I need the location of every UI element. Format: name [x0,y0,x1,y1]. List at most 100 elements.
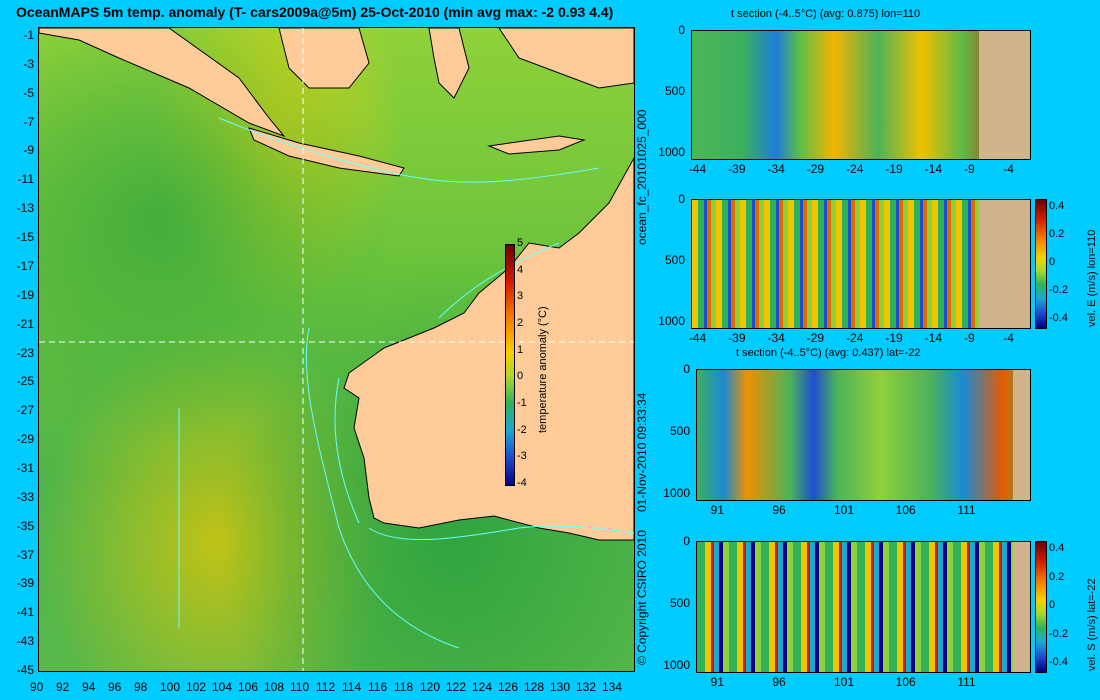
land-australia [343,156,634,541]
land-java [248,127,405,177]
section-colorbar-tick: 0 [1049,599,1056,611]
section-depth-tick: 1000 [663,485,690,500]
section-depth-tick: 500 [669,423,690,438]
section-colorbar-tick: -0.4 [1049,312,1068,324]
map-colorbar-tick: 4 [517,263,524,276]
section-colorbar-tick: 0.2 [1049,228,1065,240]
longitude-tick-label: 116 [368,680,388,694]
land-eastern-islands [498,28,634,89]
section-x-tick: -14 [924,162,943,176]
longitude-tick-label: 94 [82,680,96,694]
longitude-tick-label: 134 [602,680,623,694]
section-depth-tick: 0 [678,192,685,206]
latitude-tick-label: -3 [23,56,34,71]
latitude-tick-label: -31 [16,460,34,475]
section-panel [696,541,1031,673]
longitude-tick-label: 104 [212,680,233,694]
longitude-tick-label: 130 [550,680,571,694]
section-x-tick: -29 [806,331,825,345]
map-colorbar-tick: -3 [517,450,527,463]
map-colorbar-tick: 5 [517,237,524,249]
latitude-tick-label: -27 [16,403,34,418]
map-colorbar-tick: 3 [517,290,524,303]
longitude-tick-label: 90 [30,680,44,694]
section-x-tick: -14 [924,331,943,345]
section-x-tick: 106 [895,503,916,517]
land-sumatra [39,28,286,138]
section-x-tick: -39 [728,331,746,345]
contour-line [334,377,360,524]
latitude-tick-label: -11 [17,172,34,187]
latitude-tick-label: -1 [23,28,34,42]
longitude-tick-label: 126 [498,680,519,694]
section-colorbar-label: vel. E (m/s) lon=110 [1086,229,1098,327]
land-sulawesi [428,28,470,99]
latitude-tick-label: -25 [16,374,34,389]
section-land [1013,542,1030,672]
section-depth-tick: 0 [683,534,690,548]
section-panel [696,369,1031,501]
section-depth-tick: 1000 [663,657,690,672]
latitude-tick-label: -7 [23,114,34,129]
longitude-tick-label: 92 [56,680,70,694]
section-depth-tick: 500 [669,595,690,610]
section-x-tick: -9 [963,162,975,176]
run-id-label: ocean_fc_20101025_000 [635,109,649,245]
map-overlay [39,28,634,671]
section-depth-tick: 0 [683,362,690,376]
contour-line [218,117,600,183]
section-land [979,200,1030,328]
map-colorbar [505,244,515,486]
contour-line [438,242,560,319]
generated-timestamp: 01-Nov-2010 09:33:34 [635,392,649,512]
longitude-tick-label: 102 [186,680,207,694]
latitude-tick-label: -33 [16,489,34,504]
longitude-tick-label: 110 [290,680,310,694]
section-x-tick: 101 [834,675,855,689]
section-depth-tick: 500 [664,83,685,98]
map-colorbar-tick: 0 [517,370,524,383]
latitude-tick-label: -23 [16,345,34,360]
copyright-label: © Copyright CSIRO 2010 [635,530,649,665]
section-x-tick: 91 [710,675,725,689]
longitude-tick-label: 124 [472,680,493,694]
latitude-tick-label: -21 [16,316,34,331]
longitude-tick-label: 120 [420,680,441,694]
land-borneo [278,28,370,89]
section-depth-tick: 1000 [658,313,685,328]
map-colorbar-tick: -2 [517,423,527,436]
longitude-tick-label: 114 [342,680,362,694]
map-colorbar-tick: 2 [517,317,524,329]
latitude-tick-label: -9 [23,143,34,158]
section-depth-tick: 0 [678,23,685,37]
section-x-tick: -34 [767,331,785,345]
longitude-tick-label: 100 [160,680,181,694]
section-x-tick: -44 [688,162,707,176]
latitude-tick-label: -5 [23,85,34,100]
section-colorbar-tick: -0.2 [1049,284,1068,296]
section-x-tick: -19 [885,331,903,345]
section-x-tick: -4 [1003,331,1014,345]
section-land [1013,370,1030,500]
section-colorbar-tick: 0.2 [1049,570,1065,583]
latitude-tick-label: -41 [16,605,34,620]
longitude-tick-label: 96 [108,680,122,694]
section-x-tick: -9 [963,331,975,345]
section-x-tick: -44 [688,331,707,345]
section-colorbar-tick: 0.4 [1049,542,1065,554]
map-colorbar-tick: -1 [517,397,527,409]
section-colorbar-label: vel. S (m/s) lat=-22 [1086,578,1098,671]
latitude-tick-label: -13 [16,201,34,216]
map-title: OceanMAPS 5m temp. anomaly (T- cars2009a… [16,4,614,20]
latitude-tick-label: -19 [16,287,34,302]
latitude-tick-label: -39 [16,576,34,591]
section-x-tick: 111 [957,675,976,689]
section-x-tick: 96 [772,675,786,689]
section-x-tick: 96 [772,503,786,517]
land-timor [487,135,586,155]
section-x-tick: -24 [846,331,864,345]
section-x-tick: 111 [957,503,976,517]
section-x-tick: 91 [710,503,725,517]
latitude-tick-label: -43 [16,634,34,649]
latitude-tick-label: -15 [16,230,34,245]
